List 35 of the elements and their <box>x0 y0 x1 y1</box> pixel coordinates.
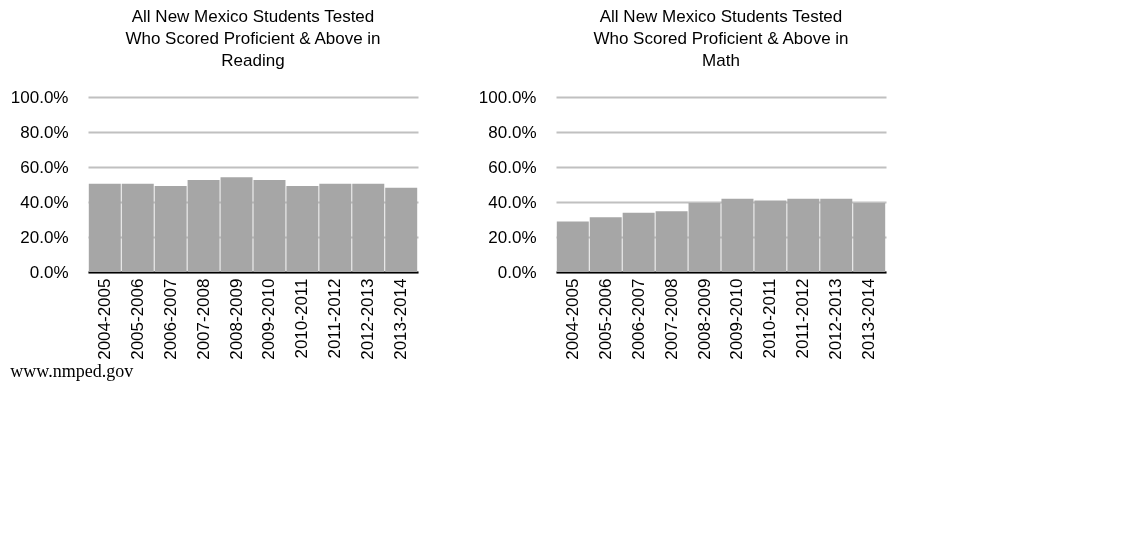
x-tick-label: 2010-2011 <box>292 278 312 359</box>
x-tick-label: 2012-2013 <box>826 278 846 360</box>
x-tick-label: 2004-2005 <box>94 278 114 360</box>
x-tick-label: 2013-2014 <box>859 278 879 360</box>
x-tick-label: 2008-2009 <box>694 278 714 360</box>
x-tick-label: 2011-2012 <box>793 278 813 359</box>
y-tick-label: 20.0% <box>20 227 69 247</box>
x-tick-label: 2007-2008 <box>661 278 681 360</box>
x-tick-label: 2013-2014 <box>391 278 411 360</box>
y-tick-label: 40.0% <box>20 192 69 212</box>
x-tick-label: 2010-2011 <box>760 278 780 359</box>
x-tick-label: 2011-2012 <box>325 278 345 359</box>
x-tick-label: 2005-2006 <box>127 278 147 360</box>
y-tick-label: 100.0% <box>10 87 69 107</box>
y-tick-label: 100.0% <box>478 87 537 107</box>
y-tick-label: 20.0% <box>488 227 537 247</box>
chart-title: All New Mexico Students Tested Who Scored Proficient & Above in Reading <box>125 7 381 70</box>
x-tick-label: 2007-2008 <box>193 278 213 360</box>
text: www.nmped.gov <box>10 361 134 382</box>
x-tick-label: 2008-2009 <box>226 278 246 360</box>
x-tick-label: 2006-2007 <box>628 278 648 360</box>
y-tick-label: 0.0% <box>29 262 69 282</box>
x-tick-label: 2009-2010 <box>727 278 747 360</box>
y-tick-label: 0.0% <box>497 262 537 282</box>
y-tick-label: 80.0% <box>20 122 69 142</box>
chart-title: All New Mexico Students Tested Who Scored Proficient & Above in Math <box>593 7 849 70</box>
x-tick-label: 2005-2006 <box>595 278 615 360</box>
x-tick-label: 2006-2007 <box>160 278 180 360</box>
x-tick-label: 2009-2010 <box>259 278 279 360</box>
x-tick-label: 2004-2005 <box>562 278 582 360</box>
y-tick-label: 60.0% <box>488 157 537 177</box>
y-tick-label: 80.0% <box>488 122 537 142</box>
x-tick-label: 2012-2013 <box>358 278 378 360</box>
y-tick-label: 60.0% <box>20 157 69 177</box>
y-tick-label: 40.0% <box>488 192 537 212</box>
